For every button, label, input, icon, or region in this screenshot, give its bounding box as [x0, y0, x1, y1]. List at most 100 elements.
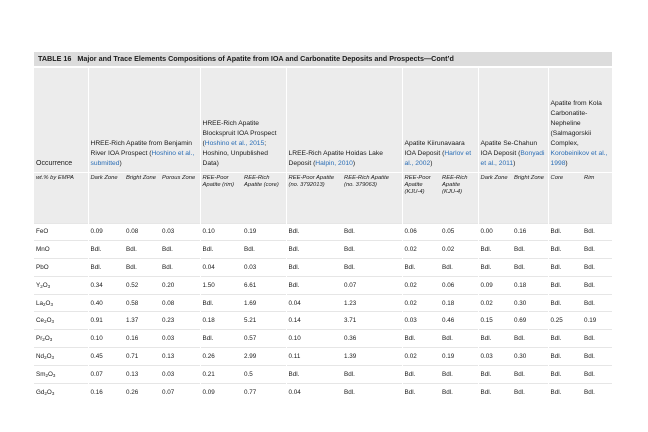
value-cell: Bdl. [547, 258, 583, 277]
value-cell: 0.57 [242, 329, 287, 348]
value-cell: 3.71 [342, 311, 403, 330]
value-cell: 0.02 [477, 293, 513, 312]
value-cell: Bdl. [512, 382, 549, 401]
table-row: Y2O3 0.34 0.52 0.20 1.50 6.61 Bdl. 0.07 0.02 0.06… [34, 275, 613, 295]
value-cell: 0.26 [124, 382, 160, 401]
value-cell: 0.18 [199, 311, 243, 330]
composition-table: Occurrence HREE-Rich Apatite from Benjam… [34, 68, 613, 401]
value-cell: 0.03 [160, 364, 201, 384]
value-cell: 0.06 [401, 222, 441, 241]
value-cell: Bdl. [547, 382, 583, 401]
value-cell: 5.21 [242, 311, 287, 330]
value-cell: 0.16 [124, 329, 160, 348]
value-cell: Bdl. [477, 382, 513, 401]
element-name-cell: Y2O3 [34, 275, 88, 295]
value-cell: 0.15 [477, 311, 513, 330]
value-cell: Bdl. [477, 240, 513, 259]
value-cell: 0.45 [87, 347, 124, 366]
value-cell: Bdl. [401, 382, 441, 401]
citation-link[interactable]: Harlov et al., 2002 [404, 149, 472, 167]
value-cell: 0.52 [124, 275, 160, 295]
value-cell: Bdl. [440, 258, 479, 277]
value-cell: Bdl. [582, 240, 613, 259]
element-symbol: Nd [36, 352, 45, 360]
value-cell: 0.03 [160, 222, 201, 241]
value-cell: 1.39 [342, 347, 403, 366]
group-header-blockspruit: HREE-Rich Apatite Blockspruit IOA Prospe… [199, 68, 287, 172]
value-cell: Bdl. [582, 258, 613, 277]
value-cell: Bdl. [401, 258, 441, 277]
element-symbol: La [36, 299, 44, 307]
table-row: Ce2O3 0.91 1.37 0.23 0.18 5.21 0.14 3.71 0.03 0.4… [34, 311, 613, 330]
value-cell: 0.30 [512, 293, 549, 312]
table-row: FeO 0.09 0.08 0.03 0.10 0.19 Bdl. Bdl. 0.06 0.05 0… [34, 222, 613, 241]
value-cell: Bdl. [285, 275, 343, 295]
element-oxide: O3 [46, 317, 54, 325]
element-subscript: 2 [42, 337, 45, 343]
value-cell: 0.18 [512, 275, 549, 295]
value-cell: Bdl. [199, 240, 243, 259]
column-header: Dark Zone [477, 171, 513, 223]
value-cell: 0.02 [401, 275, 441, 295]
element-symbol: Gd [36, 388, 45, 396]
citation-link[interactable]: Hoshino et al., 2015 [204, 139, 265, 147]
value-cell: 0.19 [242, 222, 287, 241]
value-cell: 0.09 [87, 222, 124, 241]
value-cell: 0.07 [342, 275, 403, 295]
element-oxide: O3 [47, 370, 56, 378]
value-cell: 0.07 [87, 364, 124, 384]
value-cell: 1.23 [342, 293, 403, 312]
element-subscript: 2 [40, 283, 43, 289]
value-cell: 0.46 [440, 311, 479, 330]
citation-link[interactable]: Bonyadi et al., 2011 [480, 149, 545, 167]
value-cell: Bdl. [477, 258, 513, 277]
value-cell: 0.16 [87, 382, 124, 401]
value-cell: 0.00 [477, 222, 513, 241]
citation-link[interactable]: Halpin, 2010 [315, 159, 353, 167]
value-cell: Bdl. [582, 275, 613, 295]
column-header: Rim [582, 171, 613, 223]
value-cell: Bdl. [342, 382, 403, 401]
table-row: Gd2O3 0.16 0.26 0.07 0.09 0.77 0.04 Bdl. Bdl. Bdl… [34, 382, 613, 401]
value-cell: Bdl. [124, 258, 160, 277]
column-header: REE-Poor Apatite (KJU-4) [401, 171, 441, 223]
column-header: Bright Zone [124, 171, 160, 223]
element-oxide: O3 [45, 299, 53, 307]
value-cell: 0.19 [582, 311, 613, 330]
value-cell: Bdl. [401, 329, 441, 348]
value-cell: 0.08 [160, 293, 201, 312]
value-cell: Bdl. [342, 222, 403, 241]
value-cell: Bdl. [87, 240, 124, 259]
table-row: Nd2O3 0.45 0.71 0.13 0.26 2.99 0.11 1.39 0.02 0.1… [34, 347, 613, 366]
value-cell: 0.08 [124, 222, 160, 241]
value-cell: Bdl. [199, 329, 243, 348]
element-subscript: 2 [44, 319, 47, 325]
value-cell: 2.99 [242, 347, 287, 366]
value-cell: 0.77 [242, 382, 287, 401]
column-header: REE-Poor Apatite (rim) [199, 171, 243, 223]
value-cell: Bdl. [285, 222, 343, 241]
value-cell: Bdl. [547, 275, 583, 295]
citation-link[interactable]: Hoshino et al., submitted [90, 149, 195, 167]
element-oxide: O3 [42, 281, 51, 289]
element-symbol: Pr [36, 335, 43, 343]
column-header: REE-Rich Apatite (KJU-4) [440, 171, 479, 223]
value-cell: 0.04 [199, 258, 243, 277]
value-cell: 0.03 [477, 347, 513, 366]
element-name-cell: Sm2O3 [34, 364, 88, 384]
element-subscript: 2 [43, 301, 46, 307]
citation-link[interactable]: Korobeinikov et al., 1998 [550, 149, 608, 167]
value-cell: 0.11 [285, 347, 343, 366]
value-cell: Bdl. [477, 329, 513, 348]
value-cell: 0.02 [401, 293, 441, 312]
column-header: REE-Poor Apatite (no. 3792013) [285, 171, 343, 223]
group-header-kiirunavaara: Apatite Kiirunavaara IOA Deposit (Harlov… [401, 68, 479, 172]
value-cell: Bdl. [440, 329, 479, 348]
value-cell: 0.5 [242, 364, 287, 384]
value-cell: 0.03 [401, 311, 441, 330]
column-header: Core [547, 171, 583, 223]
value-cell: 0.04 [285, 382, 343, 401]
value-cell: 0.25 [547, 311, 583, 330]
value-cell: Bdl. [477, 364, 513, 384]
